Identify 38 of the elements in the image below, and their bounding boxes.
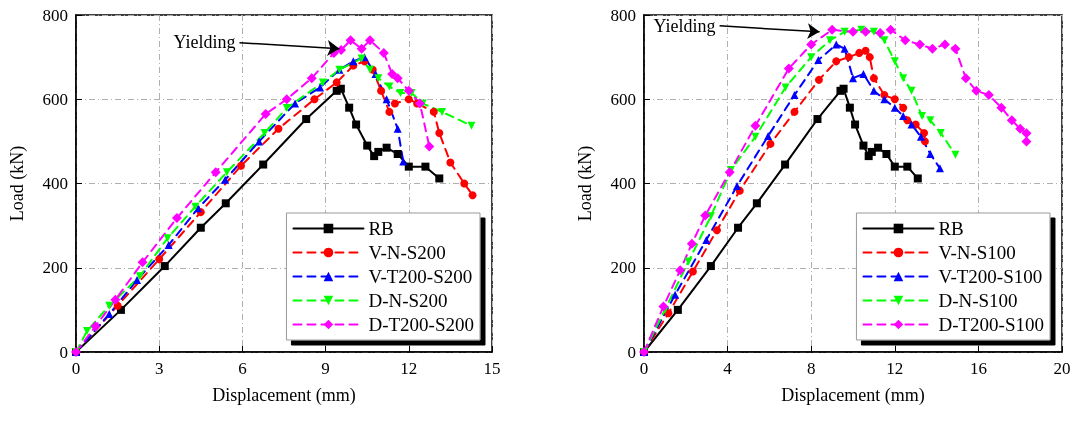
x-tick-label: 3 [154, 359, 164, 378]
y-tick-label: 400 [610, 174, 636, 193]
x-tick-label: 0 [639, 359, 649, 378]
legend-label: RB [368, 218, 394, 239]
y-tick-label: 600 [610, 89, 636, 109]
y-tick-label: 200 [42, 258, 68, 278]
legend-label: V-T200-S100 [938, 266, 1043, 287]
x-tick-label: 12 [886, 359, 904, 378]
legend-label: V-N-S100 [938, 242, 1016, 263]
legend-label: D-N-S200 [368, 290, 448, 311]
y-tick-label: 800 [610, 5, 636, 25]
x-tick-label: 9 [321, 359, 330, 378]
x-tick-label: 16 [969, 359, 987, 378]
y-tick-label: 0 [627, 342, 636, 362]
x-tick-label: 12 [400, 359, 418, 378]
y-axis-title: Load (kN) [575, 145, 596, 222]
x-tick-label: 0 [71, 359, 81, 378]
y-tick-label: 0 [59, 342, 68, 362]
legend-label: D-T200-S100 [938, 314, 1045, 335]
x-axis-title: Displacement (mm) [212, 385, 356, 406]
x-tick-label: 8 [806, 359, 816, 378]
legend-label: D-N-S100 [938, 290, 1018, 311]
legend-label: V-T200-S200 [368, 266, 473, 287]
y-tick-label: 200 [610, 258, 636, 278]
x-axis-title: Displacement (mm) [781, 385, 925, 406]
legend-label: V-N-S200 [368, 242, 446, 263]
x-tick-label: 15 [483, 359, 501, 378]
annotation: Yielding [173, 32, 236, 53]
y-axis-title: Load (kN) [7, 145, 28, 222]
x-tick-label: 4 [723, 359, 733, 378]
x-tick-label: 20 [1053, 359, 1071, 378]
y-tick-label: 600 [42, 89, 68, 109]
y-tick-label: 800 [42, 5, 68, 25]
legend-label: RB [938, 218, 964, 239]
legend-label: D-T200-S200 [368, 314, 475, 335]
annotation: Yielding [653, 15, 716, 36]
y-tick-label: 400 [42, 174, 68, 193]
x-tick-label: 6 [238, 359, 247, 378]
